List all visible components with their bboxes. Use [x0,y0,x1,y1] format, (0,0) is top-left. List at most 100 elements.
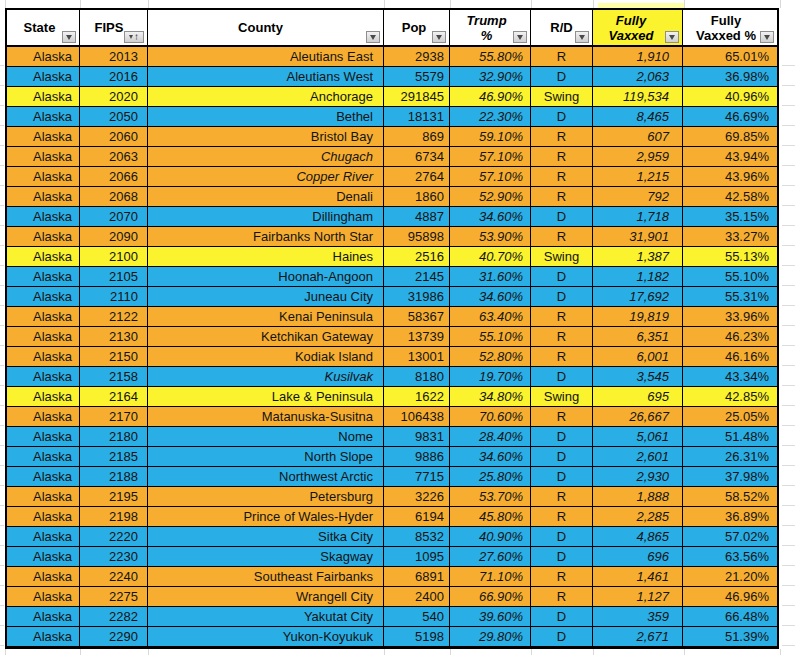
cell-fips[interactable]: 2063 [80,147,148,167]
cell-state[interactable]: Alaska [7,547,80,567]
cell-rd[interactable]: R [531,487,593,507]
cell-trump_pct[interactable]: 34.80% [450,387,531,407]
cell-county[interactable]: Dillingham [148,207,384,227]
cell-fully_vaxxed_pct[interactable]: 57.02% [683,527,777,547]
cell-trump_pct[interactable]: 57.10% [450,167,531,187]
cell-fully_vaxxed_pct[interactable]: 33.96% [683,307,777,327]
cell-state[interactable]: Alaska [7,487,80,507]
cell-state[interactable]: Alaska [7,87,80,107]
cell-trump_pct[interactable]: 59.10% [450,127,531,147]
cell-fips[interactable]: 2198 [80,507,148,527]
column-header-pop[interactable]: Pop [384,10,450,47]
cell-county[interactable]: Hoonah-Angoon [148,267,384,287]
cell-county[interactable]: Lake & Peninsula [148,387,384,407]
column-header-state[interactable]: State [7,10,80,47]
column-header-county[interactable]: County [148,10,384,47]
cell-pop[interactable]: 6194 [384,507,450,527]
cell-fully_vaxxed_pct[interactable]: 26.31% [683,447,777,467]
cell-fully_vaxxed_pct[interactable]: 58.52% [683,487,777,507]
filter-dropdown-icon[interactable] [62,31,76,43]
cell-pop[interactable]: 869 [384,127,450,147]
cell-state[interactable]: Alaska [7,207,80,227]
cell-rd[interactable]: R [531,47,593,67]
cell-state[interactable]: Alaska [7,267,80,287]
cell-fully_vaxxed_pct[interactable]: 40.96% [683,87,777,107]
column-header-rd[interactable]: R/D [531,10,593,47]
cell-state[interactable]: Alaska [7,187,80,207]
cell-pop[interactable]: 2764 [384,167,450,187]
cell-fully_vaxxed_pct[interactable]: 51.39% [683,627,777,647]
cell-state[interactable]: Alaska [7,567,80,587]
cell-fips[interactable]: 2020 [80,87,148,107]
cell-rd[interactable]: R [531,567,593,587]
cell-fips[interactable]: 2220 [80,527,148,547]
cell-fully_vaxxed_pct[interactable]: 55.13% [683,247,777,267]
column-header-fips[interactable]: FIPS↑ [80,10,148,47]
cell-fully_vaxxed[interactable]: 2,930 [593,467,683,487]
cell-trump_pct[interactable]: 27.60% [450,547,531,567]
cell-county[interactable]: Kodiak Island [148,347,384,367]
cell-state[interactable]: Alaska [7,47,80,67]
cell-state[interactable]: Alaska [7,407,80,427]
cell-state[interactable]: Alaska [7,167,80,187]
cell-fully_vaxxed[interactable]: 359 [593,607,683,627]
cell-fips[interactable]: 2240 [80,567,148,587]
cell-county[interactable]: Skagway [148,547,384,567]
cell-trump_pct[interactable]: 63.40% [450,307,531,327]
cell-state[interactable]: Alaska [7,427,80,447]
cell-rd[interactable]: D [531,207,593,227]
cell-fully_vaxxed_pct[interactable]: 36.98% [683,67,777,87]
cell-rd[interactable]: R [531,587,593,607]
cell-pop[interactable]: 31986 [384,287,450,307]
cell-fully_vaxxed[interactable]: 8,465 [593,107,683,127]
cell-county[interactable]: Denali [148,187,384,207]
cell-fully_vaxxed_pct[interactable]: 25.05% [683,407,777,427]
cell-state[interactable]: Alaska [7,107,80,127]
cell-pop[interactable]: 4887 [384,207,450,227]
cell-fully_vaxxed[interactable]: 1,215 [593,167,683,187]
cell-trump_pct[interactable]: 52.80% [450,347,531,367]
cell-trump_pct[interactable]: 34.60% [450,287,531,307]
cell-county[interactable]: Anchorage [148,87,384,107]
cell-pop[interactable]: 8180 [384,367,450,387]
filter-dropdown-icon[interactable] [432,31,446,43]
cell-pop[interactable]: 2400 [384,587,450,607]
cell-fully_vaxxed[interactable]: 696 [593,547,683,567]
cell-fully_vaxxed[interactable]: 1,910 [593,47,683,67]
cell-fully_vaxxed[interactable]: 2,601 [593,447,683,467]
cell-fully_vaxxed[interactable]: 26,667 [593,407,683,427]
column-header-fully_vaxxed[interactable]: FullyVaxxed [593,10,683,47]
cell-county[interactable]: Prince of Wales-Hyder [148,507,384,527]
cell-fully_vaxxed[interactable]: 2,959 [593,147,683,167]
cell-fips[interactable]: 2070 [80,207,148,227]
cell-pop[interactable]: 291845 [384,87,450,107]
cell-fips[interactable]: 2164 [80,387,148,407]
cell-rd[interactable]: D [531,107,593,127]
cell-pop[interactable]: 95898 [384,227,450,247]
cell-fips[interactable]: 2016 [80,67,148,87]
cell-state[interactable]: Alaska [7,447,80,467]
cell-rd[interactable]: D [531,427,593,447]
cell-county[interactable]: Chugach [148,147,384,167]
cell-county[interactable]: Sitka City [148,527,384,547]
cell-rd[interactable]: D [531,67,593,87]
cell-fips[interactable]: 2090 [80,227,148,247]
cell-fully_vaxxed_pct[interactable]: 55.10% [683,267,777,287]
cell-trump_pct[interactable]: 52.90% [450,187,531,207]
cell-fips[interactable]: 2282 [80,607,148,627]
cell-fips[interactable]: 2158 [80,367,148,387]
cell-fully_vaxxed[interactable]: 1,127 [593,587,683,607]
cell-rd[interactable]: R [531,167,593,187]
cell-trump_pct[interactable]: 19.70% [450,367,531,387]
cell-fips[interactable]: 2122 [80,307,148,327]
cell-fips[interactable]: 2180 [80,427,148,447]
cell-pop[interactable]: 5579 [384,67,450,87]
cell-county[interactable]: Juneau City [148,287,384,307]
cell-fully_vaxxed[interactable]: 19,819 [593,307,683,327]
cell-rd[interactable]: D [531,447,593,467]
cell-county[interactable]: Nome [148,427,384,447]
filter-sort-ascending-icon[interactable]: ↑ [124,31,144,43]
cell-fully_vaxxed[interactable]: 1,718 [593,207,683,227]
cell-rd[interactable]: R [531,147,593,167]
cell-fully_vaxxed_pct[interactable]: 51.48% [683,427,777,447]
